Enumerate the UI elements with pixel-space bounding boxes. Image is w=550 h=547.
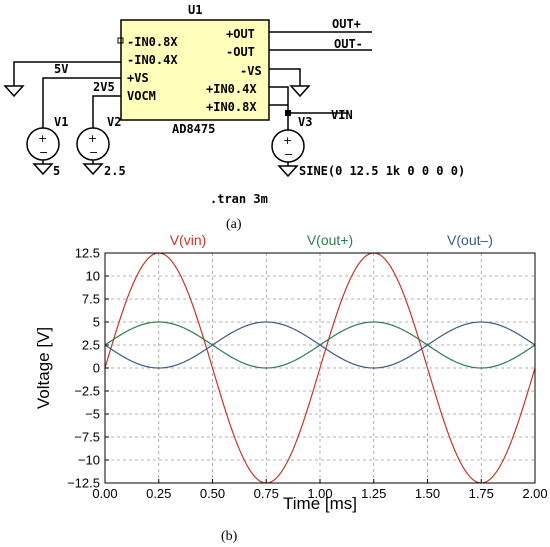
pin-label-nvs: -VS — [240, 64, 262, 78]
chart-series — [104, 252, 536, 484]
wire-in04-neg — [13, 61, 121, 86]
pin-label-in04: -IN0.4X — [127, 53, 178, 67]
pin-label-outp: +OUT — [226, 27, 255, 41]
source-value-v2: 2.5 — [104, 164, 126, 178]
y-tick-labels: 12.5 10 7.5 5 2.5 0 −2.5 −5 −7.5 −10 −12.5 — [67, 246, 100, 491]
x-tick-label: 1.50 — [415, 486, 440, 501]
ground-v2 — [82, 163, 104, 176]
schematic: U1 AD8475 -IN0.8X -IN0.4X +VS VOCM +OUT … — [3, 3, 465, 206]
x-tick-label: 2.00 — [522, 486, 547, 501]
source-label-v1: V1 — [54, 115, 68, 129]
wire-vs — [42, 77, 121, 128]
pin-marker-in08 — [117, 37, 124, 44]
pin-label-outm: -OUT — [226, 45, 255, 59]
chip-part: AD8475 — [172, 122, 215, 136]
v3-minus: − — [284, 148, 293, 161]
caption-b: (b) — [221, 529, 238, 544]
y-tick-label: 12.5 — [75, 246, 100, 261]
x-tick-label: 1.75 — [469, 486, 494, 501]
y-tick-label: −7.5 — [74, 430, 100, 445]
x-tick-labels: 0.00 0.25 0.50 0.75 1.00 1.25 1.50 1.75 2.00 — [92, 486, 547, 501]
y-tick-label: −2.5 — [74, 384, 100, 399]
pin-label-inp04: +IN0.4X — [206, 82, 257, 96]
pin-label-vocm: VOCM — [127, 89, 156, 103]
y-tick-label: 2.5 — [82, 338, 100, 353]
net-label-out-minus: OUT- — [334, 37, 363, 51]
y-tick-label: −12.5 — [67, 476, 100, 491]
v2-minus: − — [89, 146, 98, 159]
v2-plus: + — [88, 132, 97, 145]
x-axis-label: Time [ms] — [283, 494, 357, 513]
v3-plus: + — [283, 134, 292, 147]
y-tick-label: 10 — [86, 269, 100, 284]
y-tick-label: 5 — [93, 315, 100, 330]
chart-legend: V(vin) V(out+) V(out–) — [170, 232, 493, 248]
legend-entry-3: V(out–) — [447, 232, 493, 248]
x-tick-label: 0.50 — [200, 486, 225, 501]
y-tick-label: −10 — [78, 453, 100, 468]
wire-vocm — [92, 95, 121, 128]
y-tick-label: −5 — [85, 407, 100, 422]
net-label-2v5: 2V5 — [93, 80, 115, 94]
chip-body — [120, 19, 270, 121]
source-label-v3: V3 — [298, 115, 312, 129]
net-label-5v: 5V — [54, 62, 68, 76]
x-tick-label: 0.00 — [92, 486, 117, 501]
net-label-vin: VIN — [331, 108, 353, 122]
v1-plus: + — [38, 132, 47, 145]
x-tick-label: 0.75 — [254, 486, 279, 501]
waveform-chart: 0.00 0.25 0.50 0.75 1.00 1.25 1.50 1.75 2.00 12.… — [34, 232, 548, 513]
legend-entry-2: V(out+) — [307, 232, 353, 248]
caption-a: (a) — [226, 217, 242, 232]
ground-in04 — [3, 85, 25, 98]
chip-ref: U1 — [188, 3, 202, 17]
series-line-1 — [104, 252, 536, 484]
y-axis-label: Voltage [V] — [34, 327, 53, 409]
ground-v1 — [32, 163, 54, 176]
pin-label-inp08: +IN0.8X — [206, 100, 257, 114]
x-tick-label: 1.00 — [307, 486, 332, 501]
source-value-v1: 5 — [53, 164, 60, 178]
source-label-v2: V2 — [107, 115, 121, 129]
x-tick-label: 0.25 — [146, 486, 171, 501]
source-value-v3: SINE(0 12.5 1k 0 0 0 0) — [299, 164, 465, 178]
ground-neg-vs — [289, 85, 311, 98]
pin-label-vs: +VS — [127, 71, 149, 85]
net-label-out-plus: OUT+ — [332, 17, 361, 31]
legend-entry-1: V(vin) — [170, 232, 207, 248]
wire-neg-vs — [269, 68, 301, 86]
pin-label-in08: -IN0.8X — [127, 35, 178, 49]
sim-directive: .tran 3m — [210, 192, 268, 206]
plot-frame — [104, 252, 536, 484]
ground-v3 — [277, 165, 299, 178]
series-line-3 — [104, 321, 536, 369]
y-tick-label: 0 — [93, 361, 100, 376]
x-tick-label: 1.25 — [361, 486, 386, 501]
y-tick-label: 7.5 — [82, 292, 100, 307]
wire-in-pos — [269, 86, 348, 114]
v1-minus: − — [39, 146, 48, 159]
